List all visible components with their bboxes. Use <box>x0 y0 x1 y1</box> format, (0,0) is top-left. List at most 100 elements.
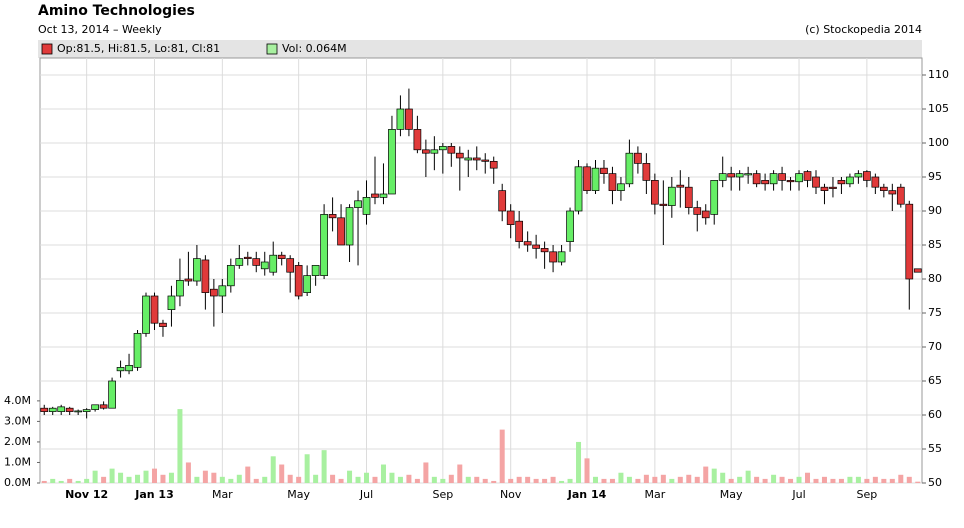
volume-bar <box>813 478 819 483</box>
candle-body <box>345 207 354 246</box>
candle-body <box>769 173 778 185</box>
volume-bar <box>788 478 794 483</box>
volume-bar <box>440 478 446 483</box>
volume-bar <box>41 480 47 483</box>
volume-bar <box>355 476 361 483</box>
volume-bar <box>830 478 836 483</box>
volume-bar <box>202 470 208 483</box>
candle-body <box>82 409 91 412</box>
candle-body <box>422 149 430 154</box>
candle-body <box>625 152 634 185</box>
candle-body <box>464 157 473 161</box>
candle-body <box>871 176 880 188</box>
candle-body <box>515 220 524 242</box>
volume-bar <box>872 476 878 483</box>
volume-bar <box>728 478 734 483</box>
candle-body <box>651 180 659 205</box>
candle-body <box>133 333 142 368</box>
credit: (c) Stockopedia 2014 <box>805 23 922 36</box>
volume-bar <box>313 474 319 483</box>
candle-body <box>447 146 456 154</box>
volume-bar <box>389 472 395 483</box>
x-tick-label: Nov 12 <box>65 488 108 501</box>
candle-body <box>761 180 769 185</box>
candle-body <box>379 193 388 198</box>
volume-bar <box>635 478 641 483</box>
candle-body <box>481 159 490 162</box>
candle-body <box>57 406 66 412</box>
y-tick-label: 65 <box>928 374 942 387</box>
volume-bar <box>321 450 327 483</box>
candle-body <box>303 275 311 293</box>
candle-body <box>337 217 345 246</box>
candle-body <box>727 173 736 178</box>
volume-bar <box>677 476 683 483</box>
volume-bar <box>474 476 480 483</box>
y2-tick-label: 3.0M <box>4 414 31 427</box>
candle-body <box>193 258 201 282</box>
candle-body <box>294 265 303 297</box>
y-tick-label: 70 <box>928 340 942 353</box>
volume-bar <box>550 476 556 483</box>
candle-body <box>523 241 532 246</box>
volume-bar <box>109 468 115 483</box>
volume-bar <box>92 470 98 483</box>
volume-bar <box>482 478 488 483</box>
volume-bar <box>601 478 607 483</box>
y-tick-label: 85 <box>928 238 942 251</box>
candle-body <box>634 152 642 164</box>
volume-bar <box>533 478 539 483</box>
volume-bar <box>652 476 658 483</box>
y2-tick-label: 1.0M <box>4 455 31 468</box>
candle-body <box>591 167 600 191</box>
volume-bar <box>499 429 505 483</box>
candle-body <box>532 244 540 249</box>
candle-body <box>498 190 507 212</box>
candle-body <box>879 186 888 191</box>
volume-bar <box>915 481 921 483</box>
volume-bar <box>211 472 217 483</box>
candle-body <box>667 186 676 206</box>
candle-body <box>277 254 286 259</box>
volume-bar <box>118 472 124 483</box>
candle-body <box>744 173 752 176</box>
volume-bar <box>101 476 107 483</box>
candle-body <box>252 258 261 266</box>
volume-bar <box>864 478 870 483</box>
volume-bar <box>262 476 268 483</box>
volume-bar <box>821 476 827 483</box>
y-tick-label: 75 <box>928 306 942 319</box>
volume-bar <box>525 476 531 483</box>
volume-bar <box>219 476 225 483</box>
candle-body <box>659 203 668 206</box>
y-tick-label: 105 <box>928 102 949 115</box>
candle-body <box>311 265 320 276</box>
volume-bar <box>669 478 675 483</box>
x-tick-label: Nov <box>500 488 522 501</box>
candle-body <box>583 166 591 191</box>
volume-bar <box>838 478 844 483</box>
volume-bar <box>771 474 777 483</box>
candle-body <box>430 149 439 154</box>
volume-bar <box>754 476 760 483</box>
volume-bar <box>805 472 811 483</box>
volume-bar <box>609 478 615 483</box>
volume-bar <box>397 476 403 483</box>
volume-bar <box>906 476 912 483</box>
candle-body <box>354 200 362 208</box>
volume-bar <box>287 474 293 483</box>
volume-bar <box>279 464 285 483</box>
x-tick-label: Sep <box>432 488 453 501</box>
x-tick-label: Sep <box>857 488 878 501</box>
candle-body <box>566 210 574 242</box>
candle-body <box>820 186 829 191</box>
candle-body <box>269 254 278 273</box>
candle-body <box>472 157 481 161</box>
volume-bar <box>364 472 370 483</box>
volume-bar <box>889 478 895 483</box>
volume-bar <box>592 476 598 483</box>
volume-bar <box>58 480 64 483</box>
candle-body <box>362 197 371 215</box>
plot-area <box>39 57 923 484</box>
